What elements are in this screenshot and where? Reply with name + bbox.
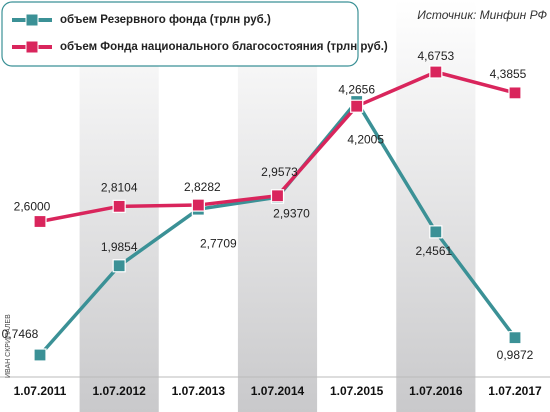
point-marker <box>33 348 47 362</box>
x-tick-label: 1.07.2012 <box>92 384 146 398</box>
legend-marker <box>25 40 39 54</box>
point-marker <box>350 99 364 113</box>
value-label: 2,6000 <box>14 200 51 214</box>
value-label: 2,9573 <box>261 165 298 179</box>
column-shade <box>237 0 318 412</box>
source: Источник: Минфин РФ <box>417 8 547 22</box>
point-marker <box>508 86 522 100</box>
point-marker <box>112 199 126 213</box>
value-label: 0,9872 <box>497 348 534 362</box>
point-marker <box>270 189 285 203</box>
legend-marker <box>25 13 39 27</box>
value-label: 2,9370 <box>273 206 310 220</box>
x-tick-label: 1.07.2013 <box>172 384 226 398</box>
legend-label: объем Резервного фонда (трлн руб.) <box>60 14 271 26</box>
legend-label: объем Фонда национального благосостояния… <box>60 41 388 53</box>
point-marker <box>508 331 522 345</box>
value-label: 4,2656 <box>338 83 375 97</box>
point-marker <box>191 198 205 212</box>
value-label: 1,9854 <box>101 240 138 254</box>
value-label: 2,8282 <box>184 180 221 194</box>
value-label: 0,7468 <box>2 327 39 341</box>
x-tick-label: 1.07.2015 <box>330 384 384 398</box>
value-label: 4,6753 <box>417 49 454 63</box>
point-marker <box>112 259 126 273</box>
value-label: 4,2005 <box>347 132 384 146</box>
x-tick-label: 1.07.2017 <box>488 384 542 398</box>
point-marker <box>429 65 443 79</box>
value-label: 2,7709 <box>200 236 237 250</box>
value-label: 4,3855 <box>490 67 527 81</box>
x-tick-label: 1.07.2014 <box>251 384 305 398</box>
point-marker <box>33 214 47 229</box>
value-label: 2,4561 <box>415 244 452 258</box>
credit: ИВАН СКРИПАЛЕВ <box>5 314 12 378</box>
x-tick-label: 1.07.2016 <box>409 384 463 398</box>
x-tick-label: 1.07.2011 <box>14 384 67 398</box>
point-marker <box>429 225 443 239</box>
legend-box <box>1 1 359 67</box>
value-label: 2,8104 <box>101 181 138 195</box>
